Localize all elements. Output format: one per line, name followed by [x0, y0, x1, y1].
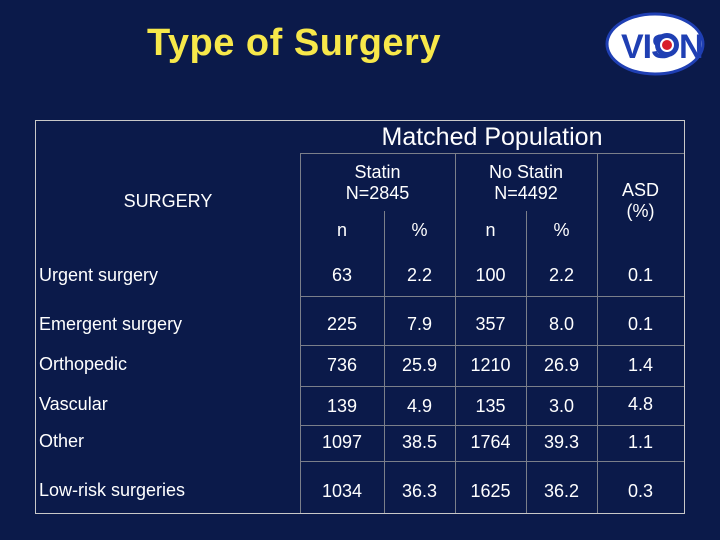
asd-cell: 0.1 — [627, 264, 654, 285]
asd-cell: 4.8 — [627, 393, 654, 414]
grid-line — [300, 153, 684, 154]
nostatin-pct-cell: 3.0 — [548, 395, 575, 416]
surgery-table: Matched Population SURGERY Statin N=2845… — [35, 120, 685, 514]
statin-header-line1: Statin — [354, 162, 401, 183]
row-label: Low-risk surgeries — [39, 480, 186, 500]
nostatin-header-line1: No Statin — [488, 162, 564, 183]
row-label: Orthopedic — [39, 354, 128, 374]
statin-n-header: n — [336, 219, 347, 240]
nostatin-pct-cell: 8.0 — [548, 313, 575, 334]
asd-cell: 1.1 — [627, 431, 654, 452]
grid-line — [300, 425, 684, 426]
grid-line — [300, 386, 684, 387]
nostatin-n-cell: 1210 — [470, 354, 511, 375]
statin-n-cell: 1097 — [321, 431, 363, 452]
nostatin-pct-cell: 26.9 — [543, 354, 580, 375]
nostatin-n-cell: 1625 — [470, 480, 511, 501]
nostatin-n-cell: 357 — [475, 313, 506, 334]
surgery-column-header: SURGERY — [123, 190, 213, 211]
nostatin-n-cell: 1764 — [470, 431, 511, 452]
asd-cell: 1.4 — [627, 354, 654, 375]
vision-logo: VIS N — [605, 12, 705, 76]
statin-n-cell: 63 — [331, 264, 353, 285]
statin-n-cell: 736 — [326, 354, 358, 375]
nostatin-header: No Statin N=4492 — [455, 157, 597, 209]
row-label: Urgent surgery — [39, 265, 159, 285]
nostatin-pct-cell: 36.2 — [543, 480, 580, 501]
statin-pct-cell: 7.9 — [406, 313, 433, 334]
matched-population-header: Matched Population — [381, 122, 603, 151]
grid-line — [300, 345, 684, 346]
nostatin-n-cell: 100 — [475, 264, 506, 285]
svg-text:N: N — [679, 28, 704, 66]
grid-line — [300, 461, 684, 462]
statin-pct-cell: 25.9 — [401, 354, 438, 375]
statin-pct-header: % — [411, 219, 428, 240]
statin-pct-cell: 36.3 — [401, 480, 438, 501]
grid-line — [526, 211, 527, 513]
statin-pct-cell: 4.9 — [406, 395, 433, 416]
grid-line — [384, 211, 385, 513]
nostatin-pct-header: % — [553, 219, 570, 240]
row-label: Other — [39, 431, 85, 451]
grid-line — [597, 153, 598, 513]
statin-n-cell: 225 — [326, 313, 358, 334]
asd-header-line1: ASD — [621, 180, 659, 201]
statin-n-cell: 1034 — [321, 480, 363, 501]
grid-line — [300, 153, 301, 513]
row-label: Vascular — [39, 394, 108, 414]
grid-line — [455, 153, 456, 513]
statin-n-cell: 139 — [326, 395, 358, 416]
statin-header-line2: N=2845 — [345, 183, 410, 203]
grid-line — [300, 296, 684, 297]
nostatin-header-line2: N=4492 — [494, 183, 558, 203]
nostatin-pct-cell: 39.3 — [543, 431, 580, 452]
page-title: Type of Surgery — [147, 22, 441, 64]
asd-header: ASD (%) — [597, 173, 684, 229]
asd-cell: 0.1 — [627, 313, 654, 334]
statin-pct-cell: 38.5 — [401, 431, 438, 452]
row-label: Emergent surgery — [39, 314, 183, 334]
nostatin-n-header: n — [485, 219, 496, 240]
asd-cell: 0.3 — [627, 480, 654, 501]
asd-header-line2: (%) — [626, 201, 655, 221]
nostatin-pct-cell: 2.2 — [548, 264, 575, 285]
statin-pct-cell: 2.2 — [406, 264, 433, 285]
statin-header: Statin N=2845 — [300, 157, 455, 209]
nostatin-n-cell: 135 — [475, 395, 506, 416]
